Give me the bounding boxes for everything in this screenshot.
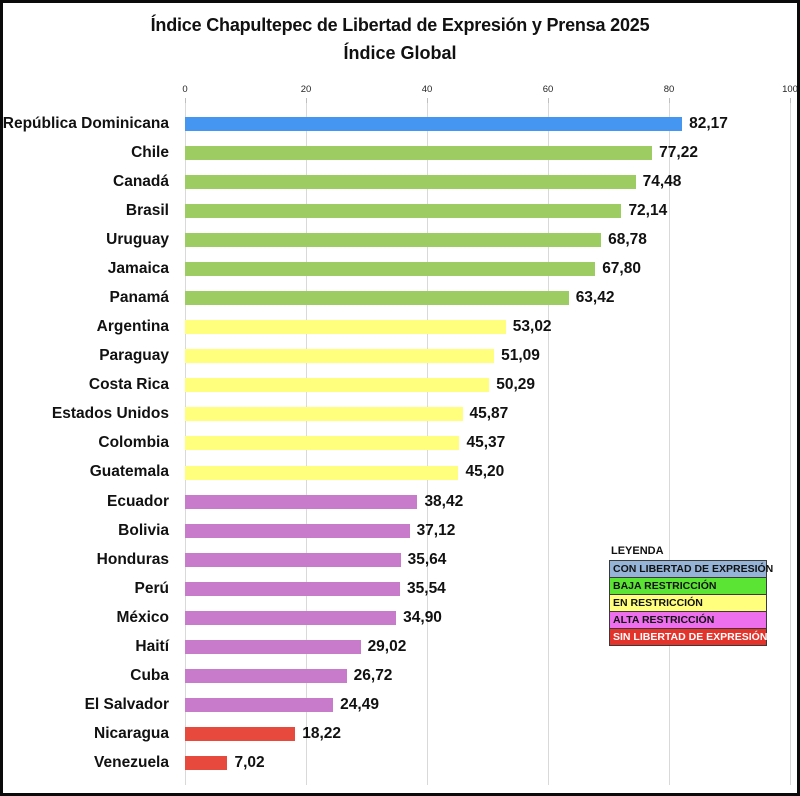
value-label: 35,54 — [407, 579, 446, 597]
x-axis-tick-label: 100 — [782, 84, 798, 95]
tick-mark — [548, 98, 549, 103]
value-label: 51,09 — [501, 347, 540, 365]
country-label: Colombia — [98, 434, 169, 452]
country-label: Argentina — [96, 318, 169, 336]
country-label: Bolivia — [118, 521, 169, 539]
country-label: El Salvador — [84, 696, 169, 714]
country-label: Honduras — [96, 550, 169, 568]
value-label: 38,42 — [424, 492, 464, 510]
tick-mark — [790, 98, 791, 103]
legend-item: EN RESTRICCIÓN — [610, 595, 766, 612]
bar-jamaica — [185, 261, 596, 276]
value-label: 77,22 — [659, 143, 698, 161]
country-label: Perú — [134, 579, 169, 597]
country-label: Jamaica — [107, 259, 169, 277]
country-label: Paraguay — [99, 347, 169, 365]
bar-estados-unidos — [185, 407, 463, 422]
x-axis-tick-label: 0 — [182, 84, 188, 95]
country-label: México — [116, 608, 169, 626]
bar-honduras — [185, 552, 401, 567]
gridline — [790, 103, 791, 785]
value-label: 63,42 — [575, 289, 615, 306]
value-label: 35,64 — [407, 550, 447, 568]
value-label: 45,20 — [465, 463, 505, 481]
x-axis-tick-label: 20 — [300, 84, 312, 95]
bar-bolivia — [185, 523, 410, 538]
value-label: 50,29 — [496, 376, 536, 394]
value-label: 24,49 — [340, 696, 379, 714]
value-label: 67,80 — [602, 259, 641, 277]
tick-mark — [306, 98, 307, 103]
country-label: Haití — [135, 637, 169, 655]
bar-per- — [185, 581, 401, 596]
value-label: 34,90 — [403, 608, 442, 626]
bar-brasil — [185, 203, 622, 218]
chart-title: Índice Chapultepec de Libertad de Expres… — [150, 15, 650, 35]
country-label: Brasil — [125, 201, 169, 219]
country-label: Canadá — [113, 172, 169, 190]
country-label: Costa Rica — [88, 376, 169, 394]
chart-subtitle: Índice Global — [343, 43, 457, 63]
value-label: 72,14 — [628, 201, 668, 219]
bar-m-xico — [185, 610, 397, 625]
gridline — [669, 103, 670, 785]
bar-panam- — [185, 291, 569, 306]
country-label: Ecuador — [106, 492, 169, 510]
tick-mark — [427, 98, 428, 103]
legend-item: SIN LIBERTAD DE EXPRESIÓN — [610, 629, 767, 645]
value-label: 7,02 — [234, 754, 265, 772]
bar-chile — [185, 145, 653, 160]
value-label: 29,02 — [367, 637, 407, 655]
country-label: Panamá — [109, 289, 169, 306]
value-label: 37,12 — [416, 521, 456, 539]
country-label: Guatemala — [89, 463, 169, 481]
x-axis-tick-label: 60 — [542, 84, 554, 95]
legend-item: CON LIBERTAD DE EXPRESIÓN — [610, 561, 773, 578]
value-label: 53,02 — [512, 318, 552, 336]
bar-guatemala — [185, 465, 459, 480]
gridline — [548, 103, 549, 785]
bar-ecuador — [185, 494, 418, 509]
tick-mark — [669, 98, 670, 103]
bar-hait- — [185, 639, 361, 654]
country-label: Nicaragua — [94, 725, 169, 743]
country-label: Estados Unidos — [51, 405, 169, 423]
legend-title: LEYENDA — [611, 545, 664, 557]
value-label: 68,78 — [608, 230, 647, 248]
bar-cuba — [185, 669, 347, 684]
bar-uruguay — [185, 232, 602, 247]
x-axis-tick-label: 80 — [663, 84, 675, 95]
legend-item: BAJA RESTRICCIÓN — [610, 578, 766, 595]
bar-venezuela — [185, 756, 228, 771]
x-axis-tick-label: 40 — [421, 84, 433, 95]
value-label: 45,37 — [466, 434, 506, 452]
bar-costa-rica — [185, 378, 490, 393]
value-label: 45,87 — [469, 405, 509, 423]
country-label: Uruguay — [106, 230, 169, 248]
bar-el-salvador — [185, 698, 334, 713]
bar-canad- — [185, 174, 636, 189]
bar-nicaragua — [185, 727, 296, 742]
country-label: Venezuela — [94, 754, 169, 772]
bar-argentina — [185, 320, 506, 335]
legend: LEYENDA CON LIBERTAD DE EXPRESIÓN BAJA RE… — [609, 545, 773, 646]
bar-rep-blica-dominicana — [185, 116, 683, 131]
value-label: 82,17 — [689, 114, 728, 132]
legend-item: ALTA RESTRICCIÓN — [610, 612, 766, 629]
bar-paraguay — [185, 349, 495, 364]
value-label: 74,48 — [642, 172, 682, 190]
country-label: República Dominicana — [2, 114, 169, 132]
legend-box: CON LIBERTAD DE EXPRESIÓN BAJA RESTRICCIÓ… — [609, 560, 773, 646]
tick-mark — [185, 98, 186, 103]
value-label: 26,72 — [353, 667, 393, 685]
value-label: 18,22 — [302, 725, 342, 743]
country-label: Chile — [131, 143, 169, 161]
bar-colombia — [185, 436, 460, 451]
country-label: Cuba — [130, 667, 169, 685]
